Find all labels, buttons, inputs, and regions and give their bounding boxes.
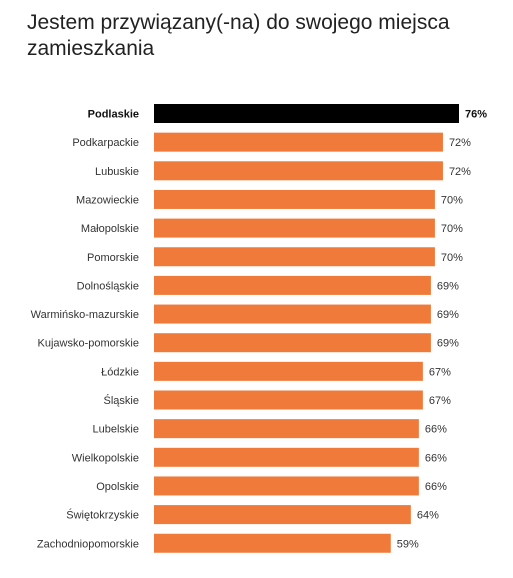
value-label-6: 69% — [437, 280, 459, 292]
category-label-3: Mazowieckie — [76, 194, 139, 206]
category-label-10: Śląskie — [104, 394, 139, 407]
bar-10 — [154, 390, 423, 410]
category-label-12: Wielkopolskie — [72, 452, 139, 464]
category-label-13: Opolskie — [96, 481, 139, 493]
value-label-11: 66% — [425, 424, 447, 436]
bar-12 — [154, 447, 419, 467]
value-label-2: 72% — [449, 166, 471, 178]
value-label-10: 67% — [429, 395, 451, 407]
value-label-13: 66% — [425, 481, 447, 493]
category-label-8: Kujawsko-pomorskie — [38, 338, 139, 350]
bar-0 — [154, 104, 459, 123]
bar-6 — [154, 275, 431, 295]
value-label-4: 70% — [441, 223, 463, 235]
bar-7 — [154, 304, 431, 324]
bar-14 — [154, 505, 411, 525]
category-label-1: Podkarpackie — [72, 137, 139, 149]
value-label-12: 66% — [425, 452, 447, 464]
bar-4 — [154, 218, 435, 238]
category-label-4: Małopolskie — [81, 223, 139, 235]
category-label-9: Łódzkie — [101, 366, 139, 378]
value-label-1: 72% — [449, 137, 471, 149]
category-label-15: Zachodniopomorskie — [37, 538, 139, 550]
value-label-5: 70% — [441, 252, 463, 264]
bar-11 — [154, 419, 419, 439]
category-label-2: Lubuskie — [95, 166, 139, 178]
category-label-7: Warmińsko-mazurskie — [31, 309, 139, 321]
category-label-14: Świętokrzyskie — [66, 509, 139, 522]
bar-15 — [154, 533, 391, 553]
value-label-9: 67% — [429, 366, 451, 378]
bar-8 — [154, 333, 431, 353]
bar-13 — [154, 476, 419, 496]
bar-3 — [154, 189, 435, 209]
value-label-15: 59% — [397, 538, 419, 550]
category-label-6: Dolnośląskie — [77, 280, 139, 292]
category-label-5: Pomorskie — [87, 252, 139, 264]
bar-9 — [154, 361, 423, 381]
value-label-7: 69% — [437, 309, 459, 321]
value-label-0: 76% — [465, 109, 487, 121]
bar-5 — [154, 247, 435, 267]
value-label-14: 64% — [417, 510, 439, 522]
category-label-0: Podlaskie — [88, 109, 139, 121]
chart-title: Jestem przywiązany(-na) do swojego miejs… — [27, 11, 450, 60]
value-label-8: 69% — [437, 338, 459, 350]
value-label-3: 70% — [441, 194, 463, 206]
bar-2 — [154, 161, 443, 181]
bar-1 — [154, 132, 443, 152]
category-label-11: Lubelskie — [93, 424, 139, 436]
